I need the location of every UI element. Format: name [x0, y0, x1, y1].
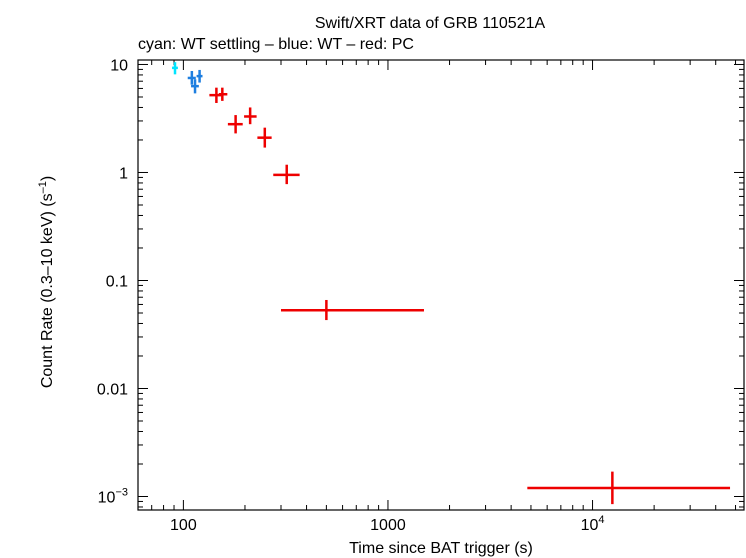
y-axis-ticks	[138, 63, 744, 508]
data-points	[172, 62, 731, 505]
y-tick-label: 0.01	[97, 381, 128, 398]
data-point	[280, 299, 424, 321]
data-point	[187, 71, 196, 85]
y-axis-label: Count Rate (0.3–10 keV) (s–1)	[37, 176, 56, 388]
chart-subtitle: cyan: WT settling – blue: WT – red: PC	[138, 36, 414, 53]
y-tick-label: 0.1	[106, 273, 128, 290]
plot-frame	[137, 59, 745, 511]
data-point	[191, 79, 199, 94]
x-axis-tick-labels: 100 1000 104	[170, 514, 604, 534]
data-point	[273, 164, 300, 185]
data-point	[244, 107, 257, 125]
y-tick-label: 10	[110, 57, 128, 74]
data-point	[257, 127, 272, 148]
data-point	[196, 69, 203, 83]
x-axis-label: Time since BAT trigger (s)	[349, 540, 533, 557]
y-axis-label-main: Count Rate (0.3–10 keV) (s	[39, 193, 56, 388]
y-axis-label-close: )	[39, 176, 56, 181]
data-point	[227, 115, 243, 134]
data-point	[172, 62, 178, 75]
chart-title: Swift/XRT data of GRB 110521A	[315, 15, 546, 32]
data-point	[218, 87, 228, 101]
x-tick-label: 100	[170, 517, 197, 534]
x-tick-label: 104	[581, 514, 605, 534]
y-axis-label-exponent: –1	[37, 181, 49, 193]
x-tick-label: 1000	[370, 517, 406, 534]
data-point	[527, 471, 731, 505]
y-tick-label: 10−3	[98, 487, 128, 507]
y-tick-label: 1	[119, 165, 128, 182]
y-axis-tick-labels: 10 1 0.1 0.01 10−3	[97, 57, 128, 506]
x-axis-ticks	[137, 60, 737, 510]
